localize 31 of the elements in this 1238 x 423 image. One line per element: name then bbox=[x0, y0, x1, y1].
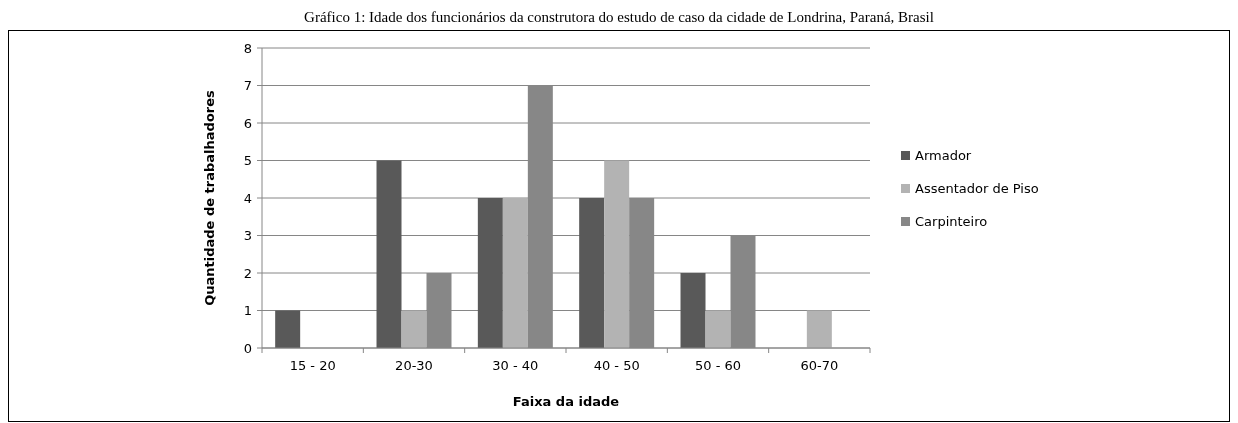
bar bbox=[680, 273, 706, 348]
x-axis-title: Faixa da idade bbox=[512, 394, 620, 409]
x-tick-label: 30 - 40 bbox=[492, 358, 539, 373]
y-tick-label: 1 bbox=[243, 303, 252, 319]
bar bbox=[275, 310, 301, 348]
bar bbox=[806, 310, 832, 348]
bar bbox=[376, 160, 402, 348]
legend-label: Assentador de Piso bbox=[915, 181, 1039, 197]
bar bbox=[502, 198, 528, 348]
x-tick-label: 40 - 50 bbox=[593, 358, 640, 373]
legend-label: Armador bbox=[915, 148, 972, 164]
y-tick-label: 0 bbox=[243, 340, 252, 356]
y-tick-label: 5 bbox=[243, 153, 252, 169]
bar bbox=[477, 198, 503, 348]
x-tick-label: 20-30 bbox=[395, 358, 433, 373]
x-tick-label: 15 - 20 bbox=[289, 358, 336, 373]
y-tick-label: 8 bbox=[243, 40, 252, 56]
x-tick-label: 60-70 bbox=[800, 358, 839, 373]
bar bbox=[604, 160, 630, 348]
bar bbox=[401, 310, 427, 348]
y-tick-label: 6 bbox=[243, 115, 252, 131]
y-tick-label: 4 bbox=[243, 190, 252, 206]
y-axis-title: Quantidade de trabalhadores bbox=[202, 89, 217, 306]
y-tick-label: 7 bbox=[243, 78, 252, 94]
y-tick-label: 3 bbox=[243, 228, 252, 244]
chart-title: Gráfico 1: Idade dos funcionários da construtora do estudo de caso da cidade de Londrina, Paraná, Brasil bbox=[304, 9, 934, 25]
legend-label: Carpinteiro bbox=[915, 214, 988, 230]
bar bbox=[579, 198, 605, 348]
x-tick-label: 50 - 60 bbox=[694, 358, 742, 373]
y-tick-label: 2 bbox=[243, 265, 252, 281]
bar bbox=[705, 310, 731, 348]
